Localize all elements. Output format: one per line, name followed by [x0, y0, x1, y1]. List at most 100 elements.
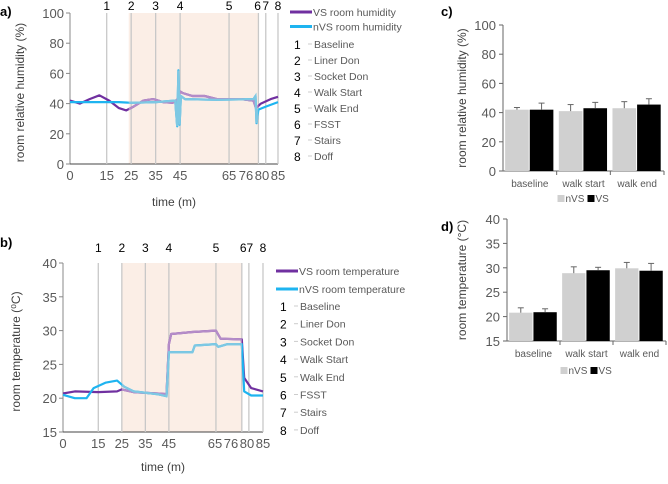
x-tick-label: 35: [138, 436, 152, 451]
bar-vs: [586, 270, 610, 341]
bar-nvs: [612, 108, 637, 171]
panel-label: c): [441, 4, 453, 19]
y-tick-label: 100: [42, 6, 64, 21]
y-tick-label: 40: [50, 97, 64, 112]
y-tick-label: 25: [486, 285, 500, 300]
y-tick-label: 0: [489, 164, 496, 179]
legend-event-label: Baseline: [314, 39, 354, 51]
event-number: 5: [213, 241, 220, 255]
event-number: 3: [152, 0, 159, 13]
event-number: 4: [177, 0, 184, 13]
y-tick-label: 40: [43, 256, 57, 271]
series-line-shaded: [121, 342, 242, 398]
x-tick-label: 80: [240, 436, 254, 451]
x-tick-label: 0: [59, 436, 66, 451]
category-label: walk start: [561, 179, 604, 190]
x-tick-label: 85: [256, 436, 270, 451]
legend-event-number: 5: [294, 102, 301, 116]
bar-nvs: [615, 268, 639, 341]
x-tick-label: 0: [66, 168, 73, 183]
event-number: 2: [128, 0, 135, 13]
legend-event-number: 8: [280, 424, 287, 438]
shaded-region: [128, 13, 259, 164]
legend-event-label: Stairs: [314, 135, 341, 147]
x-tick-label: 80: [255, 168, 269, 183]
legend-event-label: FSST: [300, 390, 327, 402]
y-tick-label: 35: [43, 290, 57, 305]
y-tick-label: 20: [43, 391, 57, 406]
event-number: 8: [260, 241, 267, 255]
y-tick-label: 30: [486, 261, 500, 276]
bar-vs: [637, 104, 661, 171]
legend-event-label: Doff: [300, 425, 319, 437]
legend-event-number: 3: [280, 335, 287, 349]
legend-event-number: 8: [294, 150, 301, 164]
y-tick-label: 80: [50, 36, 64, 51]
chart-panel-c: c) 0 20 40 60 80 100 baseline walk start walk end…: [441, 4, 665, 205]
event-number: 67: [240, 241, 254, 255]
y-tick-label: 40: [486, 212, 500, 227]
y-axis-label: room relative humidity (%): [455, 28, 469, 167]
panel-label: a): [0, 4, 12, 19]
x-tick-label: 45: [162, 436, 176, 451]
y-tick-label: 30: [43, 324, 57, 339]
legend-event-number: 4: [280, 353, 287, 367]
bar-nvs: [509, 312, 533, 341]
shaded-region: [121, 263, 242, 432]
legend-event-number: 2: [294, 54, 301, 68]
event-number: 5: [226, 0, 233, 13]
y-tick-label: 100: [474, 18, 496, 33]
bar-vs: [533, 312, 557, 341]
category-label: walk start: [564, 349, 607, 360]
x-axis-label: time (m): [152, 195, 196, 209]
event-number: 2: [118, 241, 125, 255]
legend-event-label: Liner Don: [300, 319, 346, 331]
bar-vs: [583, 108, 608, 171]
y-tick-label: 20: [486, 310, 500, 325]
category-label: baseline: [515, 349, 553, 360]
legend-event-label: Liner Don: [314, 55, 360, 67]
x-tick-label: 35: [148, 168, 162, 183]
legend-label: nVS room temperature: [299, 284, 405, 296]
legend-label: VS: [599, 366, 613, 377]
legend-label: nVS room humidity: [313, 22, 402, 34]
x-tick-label: 15: [91, 436, 105, 451]
y-tick-label: 35: [486, 236, 500, 251]
bar-nvs: [562, 273, 586, 341]
y-axis-label: room relative humidity (%): [13, 23, 27, 162]
panel-label: b): [0, 235, 12, 250]
bar-vs: [639, 270, 663, 341]
legend-label: nVS: [569, 366, 588, 377]
legend-swatch: [587, 195, 595, 202]
y-tick-label: 15: [486, 334, 500, 349]
x-tick-label: 15: [99, 168, 113, 183]
x-axis-label: time (m): [141, 460, 185, 474]
chart-panel-d: d) 15 20 25 30 35 40 baseline walk start walk end…: [441, 212, 667, 377]
y-tick-label: 60: [482, 76, 496, 91]
legend-swatch: [557, 195, 565, 202]
legend-label: VS: [596, 194, 610, 205]
y-tick-label: 40: [482, 106, 496, 121]
legend-event-label: Doff: [314, 151, 333, 163]
event-number: 8: [275, 0, 282, 13]
legend-event-number: 6: [280, 389, 287, 403]
x-tick-label: 65: [208, 436, 222, 451]
legend-event-number: 7: [280, 406, 287, 420]
x-tick-label: 65: [222, 168, 236, 183]
legend-event-label: Walk End: [314, 103, 359, 115]
legend-label: VS room humidity: [313, 7, 397, 19]
event-number: 1: [95, 241, 102, 255]
x-tick-label: 25: [115, 436, 129, 451]
x-tick-label: 76: [239, 168, 253, 183]
legend-event-label: Walk End: [300, 372, 345, 384]
event-number: 4: [166, 241, 173, 255]
legend-event-label: Walk Start: [300, 354, 348, 366]
bar-vs: [529, 109, 554, 171]
legend-event-number: 4: [294, 86, 301, 100]
legend-event-number: 7: [294, 134, 301, 148]
legend-label: nVS: [566, 194, 585, 205]
legend-event-label: Walk Start: [314, 87, 362, 99]
x-tick-label: 45: [173, 168, 187, 183]
y-tick-label: 20: [482, 135, 496, 150]
